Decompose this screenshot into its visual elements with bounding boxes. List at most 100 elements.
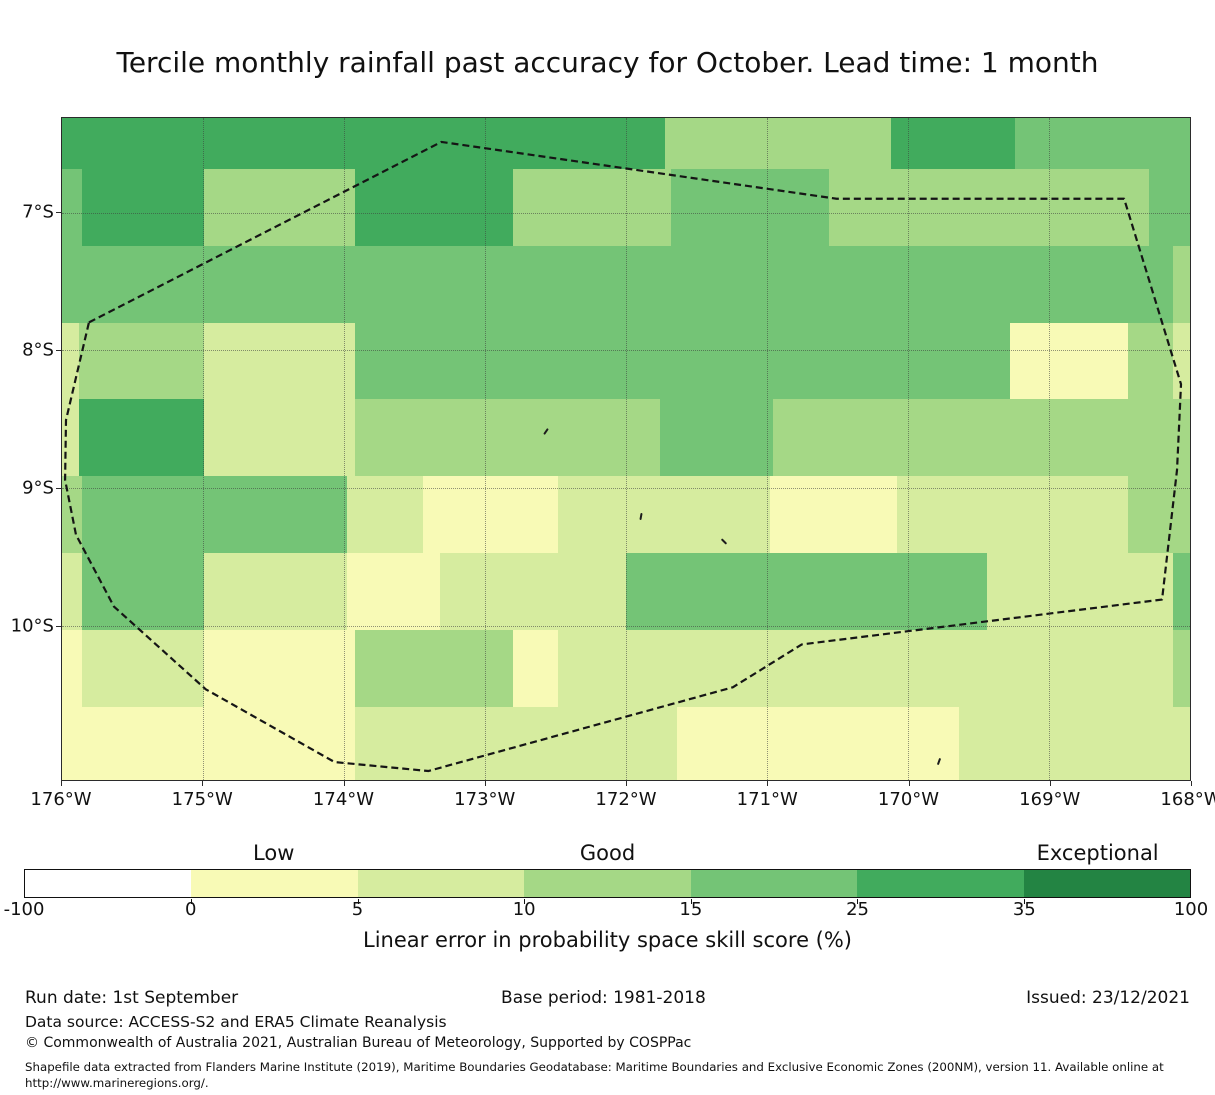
x-tick-mark <box>767 781 769 786</box>
heatmap-cell <box>626 552 987 630</box>
colorbar-category-label: Low <box>253 841 295 865</box>
colorbar-tick-mark <box>357 899 359 904</box>
footer: Run date: 1st September Base period: 198… <box>25 988 1190 1092</box>
gridline-horizontal <box>62 212 1190 214</box>
gridline-vertical <box>767 118 768 780</box>
footer-row-1: Run date: 1st September Base period: 198… <box>25 988 1190 1010</box>
y-tick-mark <box>56 211 61 213</box>
heatmap-cell <box>1173 552 1190 630</box>
y-tick-mark <box>56 626 61 628</box>
heatmap-cell <box>204 168 356 246</box>
x-tick-label: 176°W <box>30 789 92 810</box>
gridline-vertical <box>908 118 909 780</box>
x-tick-label: 171°W <box>736 789 798 810</box>
colorbar <box>24 869 1191 904</box>
y-tick-label: 9°S <box>22 477 54 499</box>
colorbar-tick-mark <box>191 899 193 904</box>
heatmap-cell <box>355 399 660 477</box>
heatmap-cell <box>355 168 514 246</box>
heatmap-cell <box>1173 322 1190 400</box>
heatmap-cell <box>82 552 205 630</box>
heatmap-cell <box>1173 245 1190 323</box>
heatmap-cell <box>204 552 348 630</box>
heatmap-cell <box>355 629 514 707</box>
heatmap-cell <box>558 629 1174 707</box>
heatmap-cell <box>659 399 773 477</box>
gridline-horizontal <box>62 625 1190 627</box>
heatmap-cell <box>355 322 1010 400</box>
colorbar-category-label: Exceptional <box>1036 841 1159 865</box>
x-tick-label: 173°W <box>454 789 516 810</box>
heatmap-cell <box>829 168 1150 246</box>
gridline-horizontal <box>62 488 1190 490</box>
colorbar-tick-mark <box>1023 899 1025 904</box>
base-period: Base period: 1981-2018 <box>501 988 706 1008</box>
gridline-horizontal <box>62 350 1190 352</box>
heatmap-cell <box>204 629 356 707</box>
heatmap-cell <box>1149 168 1190 246</box>
heatmap-cell <box>1173 629 1190 707</box>
x-tick-mark <box>1049 781 1051 786</box>
shapefile-note: Shapefile data extracted from Flanders M… <box>25 1060 1164 1090</box>
colorbar-segment <box>191 870 358 897</box>
colorbar-tick-label: 0 <box>184 899 197 920</box>
heatmap-cell <box>891 118 1016 169</box>
heatmap-cell <box>958 706 1190 780</box>
gridline-vertical <box>626 118 627 780</box>
heatmap-cell <box>513 629 559 707</box>
heatmap-cell <box>665 118 892 169</box>
heatmap-cell <box>82 168 205 246</box>
colorbar-tick-mark <box>857 899 859 904</box>
colorbar-category-label: Good <box>579 841 636 865</box>
run-date: Run date: 1st September <box>25 988 239 1008</box>
heatmap-cell <box>439 552 626 630</box>
chart-title: Tercile monthly rainfall past accuracy f… <box>116 46 1099 79</box>
heatmap-cell <box>62 245 1174 323</box>
y-tick-mark <box>56 350 61 352</box>
heatmap-cell <box>78 399 205 477</box>
colorbar-segment <box>1023 870 1190 897</box>
heatmap-cell <box>78 322 205 400</box>
heatmap-cell <box>676 706 959 780</box>
heatmap-cell <box>62 168 83 246</box>
x-tick-mark <box>484 781 486 786</box>
gridline-vertical <box>344 118 345 780</box>
colorbar-tick-label: 10 <box>512 899 536 920</box>
colorbar-segment <box>857 870 1024 897</box>
colorbar-tick-label: 35 <box>1012 899 1036 920</box>
gridline-vertical <box>485 118 486 780</box>
x-tick-label: 174°W <box>312 789 375 810</box>
x-tick-label: 169°W <box>1019 789 1081 810</box>
heatmap-cell <box>62 552 83 630</box>
heatmap-cell <box>355 706 677 780</box>
x-tick-label: 175°W <box>171 789 233 810</box>
colorbar-tick-label: 100 <box>1173 899 1209 920</box>
x-tick-mark <box>626 781 627 786</box>
colorbar-tick-label: 15 <box>679 899 703 920</box>
data-source: Data source: ACCESS-S2 and ERA5 Climate … <box>25 1013 447 1031</box>
y-tick-mark <box>56 488 61 490</box>
issued-date: Issued: 23/12/2021 <box>1026 988 1190 1008</box>
x-tick-label: 168°W <box>1160 789 1215 810</box>
colorbar-segment <box>524 870 691 897</box>
heatmap-cell <box>62 706 356 780</box>
colorbar-segment <box>357 870 525 897</box>
y-tick-label: 8°S <box>22 339 54 361</box>
gridline-vertical <box>1049 118 1050 780</box>
colorbar-tick-label: 25 <box>846 899 870 920</box>
x-tick-mark <box>343 781 345 786</box>
heatmap-cell <box>204 322 356 400</box>
colorbar-axis-label: Linear error in probability space skill … <box>363 928 852 952</box>
heatmap-cell <box>62 629 83 707</box>
heatmap-cell <box>1009 322 1128 400</box>
y-tick-label: 10°S <box>10 615 54 637</box>
eez-boundary-line <box>63 140 1183 773</box>
colorbar-tick-label: -100 <box>3 899 45 920</box>
heatmap-map <box>61 117 1191 781</box>
gridline-vertical <box>203 118 204 780</box>
colorbar-tick-mark <box>690 899 692 904</box>
heatmap-cell <box>204 399 356 477</box>
x-tick-mark <box>202 781 204 786</box>
colorbar-tick-label: 5 <box>351 899 364 920</box>
